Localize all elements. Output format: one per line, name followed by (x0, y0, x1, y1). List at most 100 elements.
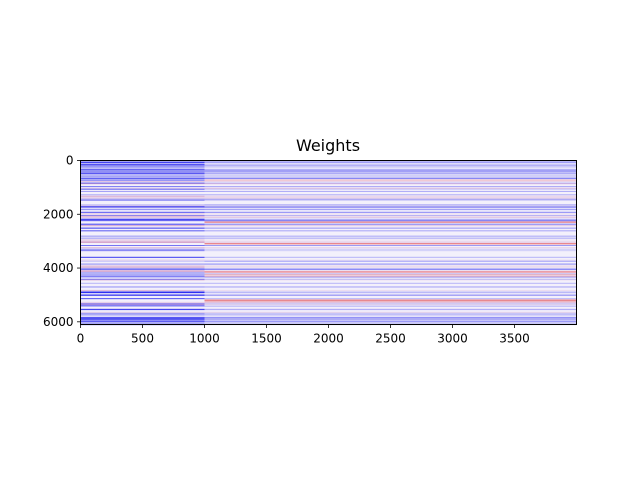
heatmap-streak (80, 282, 205, 284)
heatmap-streak (80, 308, 205, 311)
heatmap-streak (204, 274, 577, 275)
heatmap-streak (204, 213, 577, 215)
heatmap-streak (80, 208, 205, 211)
heatmap-streak (204, 170, 577, 172)
heatmap-streak (204, 166, 577, 168)
heatmap-streak (204, 236, 577, 238)
heatmap-streak (80, 242, 205, 243)
heatmap-streak (204, 303, 577, 305)
heatmap-streak (204, 271, 577, 272)
heatmap-streak (204, 223, 577, 225)
heatmap-streak (80, 272, 205, 274)
heatmap-streak (204, 279, 577, 281)
heatmap-streak (80, 294, 205, 296)
heatmap-streak (80, 286, 205, 288)
heatmap-streak (80, 207, 205, 208)
heatmap-streak (204, 219, 577, 221)
heatmap-streak (204, 248, 577, 250)
heatmap-streak (204, 237, 577, 239)
heatmap-streak (80, 301, 205, 303)
heatmap-streak (80, 174, 205, 176)
heatmap-streak (204, 177, 577, 180)
heatmap-streak (80, 206, 205, 207)
heatmap-streak (204, 239, 577, 241)
heatmap-streak (80, 194, 205, 196)
heatmap-streak (204, 276, 577, 278)
heatmap-streak (80, 237, 205, 239)
heatmap-streak (204, 215, 577, 217)
heatmap-streak (80, 260, 205, 262)
heatmap-streak (204, 241, 577, 242)
x-tick-label: 3500 (499, 332, 530, 346)
heatmap-streak (204, 268, 577, 270)
heatmap-streak (204, 286, 577, 288)
heatmap-streak (204, 265, 577, 267)
heatmap-streak (80, 268, 205, 270)
heatmap-streak (204, 266, 577, 268)
x-tick-label: 1500 (251, 332, 282, 346)
heatmap-streak (204, 303, 577, 304)
heatmap-streak (80, 247, 205, 249)
heatmap-streak (80, 303, 205, 305)
heatmap-streak (204, 194, 577, 196)
heatmap-streak (80, 314, 205, 316)
heatmap-streak (80, 177, 205, 179)
x-tick-label: 3000 (437, 332, 468, 346)
heatmap-streak (80, 256, 205, 258)
heatmap-streak (204, 318, 577, 320)
heatmap-streak (204, 298, 577, 300)
heatmap-streak (204, 172, 577, 174)
heatmap-streak (204, 259, 577, 261)
heatmap-streak (204, 242, 577, 245)
heatmap-streak (80, 274, 205, 275)
heatmap-streak (204, 306, 577, 307)
heatmap-streak (204, 308, 577, 311)
heatmap-streak (80, 291, 205, 293)
y-tick-label: 0 (66, 154, 74, 168)
heatmap-streak (204, 230, 577, 232)
heatmap-streak (80, 182, 205, 184)
heatmap-streak (204, 190, 577, 192)
heatmap-cells (80, 160, 577, 326)
heatmap-streak (80, 217, 205, 218)
heatmap-streak (204, 300, 577, 302)
heatmap-streak (204, 204, 577, 206)
heatmap-streak (204, 207, 577, 208)
heatmap-streak (204, 273, 577, 275)
heatmap-streak (204, 225, 577, 227)
heatmap-streak (80, 248, 205, 250)
heatmap-streak (204, 291, 577, 293)
heatmap-streak (80, 322, 205, 324)
heatmap-streak (204, 247, 577, 249)
heatmap-streak (80, 291, 205, 293)
heatmap-streak (204, 289, 577, 291)
heatmap-streak (80, 188, 205, 190)
heatmap-streak (204, 208, 577, 211)
heatmap-streak (204, 179, 577, 181)
heatmap-streak (80, 215, 205, 217)
heatmap-streak (204, 168, 577, 170)
heatmap-streak (204, 165, 577, 167)
heatmap-streak (204, 211, 577, 213)
heatmap-streak (80, 177, 205, 180)
heatmap-streak (204, 206, 577, 207)
heatmap-streak (80, 259, 205, 261)
heatmap-streak (80, 311, 205, 313)
heatmap-streak (204, 186, 577, 188)
heatmap-streak (80, 263, 205, 265)
heatmap-streak (204, 182, 577, 184)
chart-title: Weights (296, 136, 360, 155)
heatmap-streak (80, 267, 205, 269)
heatmap-streak (204, 181, 577, 182)
heatmap-streak (80, 160, 205, 162)
heatmap-streak (80, 249, 205, 252)
heatmap-streak (80, 275, 205, 277)
heatmap-streak (80, 304, 205, 306)
x-tick-label: 2000 (313, 332, 344, 346)
heatmap-streak (204, 301, 577, 303)
heatmap-streak (204, 245, 577, 246)
heatmap-streak (80, 190, 205, 192)
heatmap-streak (80, 183, 205, 185)
heatmap-streak (80, 166, 205, 168)
heatmap-streak (204, 304, 577, 306)
